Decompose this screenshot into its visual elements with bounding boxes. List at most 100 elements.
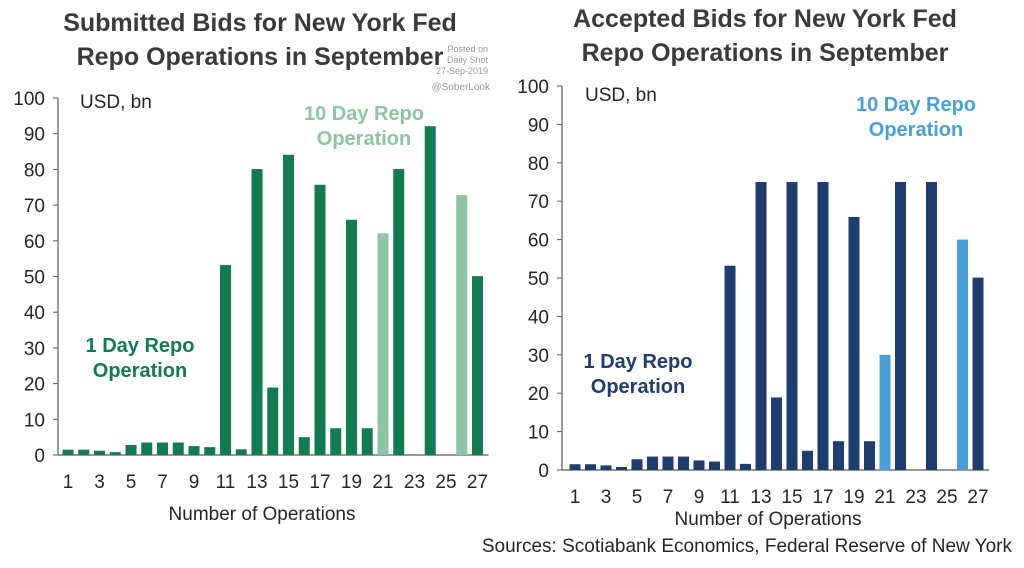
accepted-y-tick-label: 40 bbox=[528, 307, 549, 328]
submitted-bar-4 bbox=[109, 452, 121, 455]
accepted-bar-9 bbox=[693, 460, 705, 470]
accepted-x-tick-label: 1 bbox=[570, 487, 581, 508]
submitted-unit-label: USD, bn bbox=[80, 92, 152, 113]
submitted-y-tick-label: 100 bbox=[13, 89, 45, 110]
submitted-x-tick-label: 9 bbox=[189, 472, 200, 493]
submitted-bar-26 bbox=[456, 195, 468, 455]
submitted-x-tick-label: 23 bbox=[404, 472, 425, 493]
watermark-posted: Posted on Daily Shot 27-Sep-2019 bbox=[400, 44, 488, 77]
accepted-bar-12 bbox=[740, 463, 751, 470]
submitted-x-tick-label: 7 bbox=[157, 472, 168, 493]
submitted-bar-11 bbox=[220, 265, 231, 455]
accepted-bar-27 bbox=[972, 277, 984, 470]
submitted-x-tick-label: 5 bbox=[126, 472, 137, 493]
submitted-bar-8 bbox=[172, 442, 184, 455]
accepted-bar-2 bbox=[585, 464, 596, 470]
accepted-annotation-10d-line-1: 10 Day Repo bbox=[856, 94, 976, 116]
submitted-x-tick-label: 19 bbox=[341, 472, 362, 493]
accepted-bar-19 bbox=[848, 216, 860, 470]
accepted-bar-15 bbox=[786, 182, 798, 470]
accepted-bar-18 bbox=[833, 441, 844, 470]
submitted-bar-17 bbox=[314, 184, 326, 455]
accepted-x-tick-label: 9 bbox=[694, 487, 705, 508]
accepted-annotation-10d-line-2: Operation bbox=[869, 119, 963, 141]
submitted-x-tick-label: 25 bbox=[435, 472, 456, 493]
accepted-unit-label: USD, bn bbox=[585, 85, 657, 106]
submitted-bar-13 bbox=[251, 169, 263, 455]
accepted-title-line-1: Accepted Bids for New York Fed bbox=[573, 5, 957, 33]
accepted-x-tick-label: 3 bbox=[601, 487, 612, 508]
submitted-bar-5 bbox=[125, 445, 137, 455]
submitted-chart-title: Submitted Bids for New York Fed Repo Ope… bbox=[20, 6, 500, 74]
accepted-x-tick-label: 21 bbox=[874, 487, 895, 508]
submitted-annotation-1d-line-1: 1 Day Repo bbox=[86, 335, 195, 357]
accepted-bar-21 bbox=[879, 354, 891, 470]
accepted-bar-14 bbox=[771, 397, 782, 470]
submitted-title-line-1: Submitted Bids for New York Fed bbox=[63, 9, 457, 37]
accepted-x-tick-label: 25 bbox=[936, 487, 957, 508]
source-note: Sources: Scotiabank Economics, Federal R… bbox=[481, 536, 1012, 557]
submitted-y-tick-label: 90 bbox=[24, 125, 45, 146]
submitted-bar-15 bbox=[283, 154, 294, 455]
accepted-y-tick-label: 80 bbox=[528, 154, 549, 175]
accepted-bar-7 bbox=[662, 456, 674, 470]
accepted-bar-26 bbox=[957, 239, 968, 470]
submitted-bar-2 bbox=[78, 449, 90, 455]
accepted-y-tick-label: 90 bbox=[528, 115, 549, 136]
submitted-x-axis-title: Number of Operations bbox=[169, 504, 356, 525]
submitted-y-tick-label: 10 bbox=[24, 410, 45, 431]
submitted-bar-7 bbox=[157, 442, 168, 455]
accepted-bar-24 bbox=[926, 182, 937, 470]
accepted-y-tick-label: 20 bbox=[528, 384, 549, 405]
accepted-y-tick-label: 10 bbox=[528, 423, 549, 444]
submitted-bar-3 bbox=[94, 450, 105, 455]
submitted-bar-14 bbox=[267, 387, 279, 455]
accepted-title-line-2: Repo Operations in September bbox=[581, 39, 949, 67]
accepted-x-tick-label: 23 bbox=[905, 487, 926, 508]
submitted-x-tick-label: 21 bbox=[372, 472, 393, 493]
submitted-bar-12 bbox=[235, 449, 247, 455]
accepted-bar-6 bbox=[647, 456, 658, 470]
submitted-annotation-1d-line-2: Operation bbox=[93, 360, 187, 382]
submitted-y-tick-label: 0 bbox=[34, 446, 45, 467]
submitted-x-tick-label: 17 bbox=[309, 472, 330, 493]
accepted-x-tick-label: 5 bbox=[632, 487, 643, 508]
accepted-x-tick-label: 13 bbox=[750, 487, 771, 508]
submitted-y-tick-label: 70 bbox=[24, 196, 45, 217]
accepted-annotation-1d-line-1: 1 Day Repo bbox=[584, 351, 693, 373]
watermark-handle: @SoberLook bbox=[431, 82, 490, 93]
submitted-title-line-2: Repo Operations in September bbox=[76, 43, 444, 71]
accepted-annotation-1d-line-2: Operation bbox=[591, 376, 685, 398]
watermark-posted-line-1: Posted on bbox=[447, 44, 488, 54]
submitted-bar-19 bbox=[346, 219, 357, 455]
accepted-bar-13 bbox=[755, 182, 767, 470]
submitted-x-tick-label: 27 bbox=[467, 472, 488, 493]
watermark-posted-line-3: 27-Sep-2019 bbox=[435, 66, 488, 76]
submitted-y-tick-label: 30 bbox=[24, 339, 45, 360]
submitted-x-tick-label: 15 bbox=[278, 472, 299, 493]
submitted-y-tick-label: 20 bbox=[24, 375, 45, 396]
accepted-bar-10 bbox=[709, 461, 720, 470]
accepted-chart-title: Accepted Bids for New York Fed Repo Oper… bbox=[530, 2, 1000, 70]
accepted-bar-5 bbox=[631, 459, 643, 470]
accepted-y-tick-label: 0 bbox=[538, 461, 549, 482]
accepted-x-tick-label: 17 bbox=[812, 487, 833, 508]
submitted-bar-9 bbox=[188, 446, 200, 455]
submitted-x-tick-label: 11 bbox=[216, 472, 236, 493]
submitted-x-tick-label: 1 bbox=[63, 472, 74, 493]
accepted-x-tick-label: 15 bbox=[781, 487, 802, 508]
accepted-bar-1 bbox=[569, 464, 581, 470]
accepted-x-axis-title: Number of Operations bbox=[675, 509, 862, 530]
submitted-bar-27 bbox=[472, 276, 483, 455]
submitted-annotation-10d-line-1: 10 Day Repo bbox=[304, 103, 424, 125]
submitted-bar-22 bbox=[393, 169, 405, 455]
accepted-bar-16 bbox=[802, 450, 813, 470]
accepted-y-tick-label: 100 bbox=[517, 77, 549, 98]
submitted-bar-18 bbox=[330, 428, 342, 455]
watermark-posted-line-2: Daily Shot bbox=[446, 55, 488, 65]
accepted-y-tick-label: 60 bbox=[528, 231, 549, 252]
accepted-y-tick-label: 50 bbox=[528, 269, 549, 290]
accepted-bar-17 bbox=[817, 182, 829, 470]
